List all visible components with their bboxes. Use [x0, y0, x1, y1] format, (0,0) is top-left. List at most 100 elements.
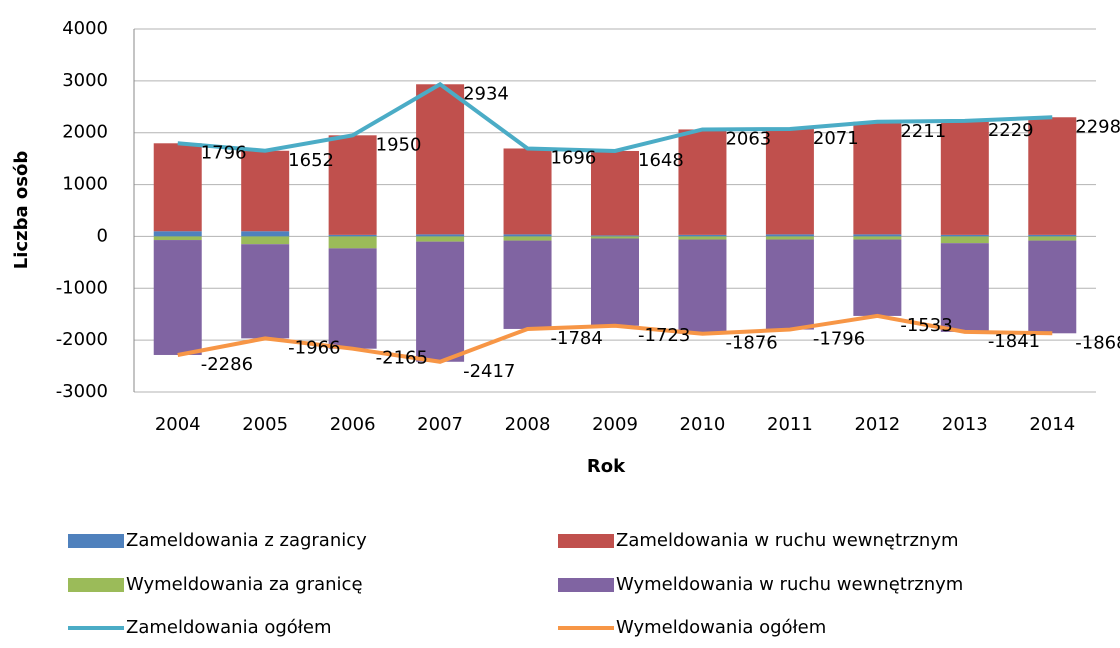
data-label: 1652	[288, 150, 334, 171]
bar	[853, 121, 902, 235]
bar	[328, 236, 377, 249]
bar	[503, 148, 552, 235]
bar	[241, 236, 290, 245]
bar	[153, 231, 202, 237]
y-tick-label: -1000	[56, 277, 108, 298]
legend-label: Wymeldowania w ruchu wewnętrznym	[616, 574, 963, 595]
data-label: -1796	[813, 329, 865, 350]
legend-swatch	[68, 534, 124, 548]
bar	[1028, 234, 1077, 237]
bar	[241, 150, 290, 232]
y-tick-label: 3000	[62, 70, 108, 91]
bar	[853, 239, 902, 316]
bar	[591, 150, 639, 236]
bar	[1028, 236, 1077, 241]
x-tick-label: 2010	[680, 414, 726, 435]
y-tick-label: 0	[97, 225, 108, 246]
x-tick-label: 2007	[417, 414, 463, 435]
data-label: 1648	[638, 150, 684, 171]
data-label: -1533	[900, 315, 952, 336]
legend-swatch	[558, 534, 614, 548]
bar	[503, 240, 552, 329]
bar	[153, 240, 202, 355]
legend-swatch	[68, 578, 124, 592]
x-tick-label: 2012	[854, 414, 900, 435]
legend-label: Zameldowania w ruchu wewnętrznym	[616, 530, 959, 551]
bar	[416, 241, 465, 362]
data-label: 2071	[813, 128, 859, 149]
data-label: 2063	[725, 128, 771, 149]
bar	[153, 236, 202, 241]
data-label: -2286	[201, 354, 253, 375]
x-tick-label: 2006	[330, 414, 376, 435]
bar	[765, 129, 814, 235]
x-tick-label: 2008	[505, 414, 551, 435]
data-label: -1841	[988, 331, 1040, 352]
y-tick-label: -2000	[56, 329, 108, 350]
bar	[678, 129, 727, 235]
bar	[765, 239, 814, 330]
bar	[591, 235, 639, 237]
bar	[591, 238, 639, 326]
bar	[678, 234, 727, 237]
bar	[416, 236, 465, 242]
legend-label: Zameldowania ogółem	[126, 617, 332, 638]
data-label: -1868	[1075, 332, 1120, 353]
legend-label: Wymeldowania ogółem	[616, 617, 826, 638]
bar	[765, 234, 814, 237]
data-label: -1784	[551, 328, 603, 349]
bar	[940, 243, 989, 332]
x-tick-label: 2011	[767, 414, 813, 435]
data-label: 2211	[900, 121, 946, 142]
bar	[241, 231, 290, 237]
bar	[1028, 117, 1077, 235]
bar	[678, 236, 727, 240]
bar	[328, 135, 377, 235]
bar	[503, 236, 552, 241]
bar	[678, 239, 727, 334]
y-tick-label: 4000	[62, 18, 108, 39]
y-axis-label: Liczba osób	[11, 151, 32, 270]
data-label: 2934	[463, 83, 509, 104]
data-label: -1966	[288, 337, 340, 358]
x-tick-label: 2013	[942, 414, 988, 435]
data-label: 1950	[376, 134, 422, 155]
bar	[591, 236, 639, 239]
bar	[503, 234, 552, 237]
bar	[328, 234, 377, 237]
data-label: 2229	[988, 120, 1034, 141]
data-label: -2165	[376, 348, 428, 369]
x-tick-label: 2009	[592, 414, 638, 435]
bar	[940, 120, 989, 235]
line	[177, 81, 1053, 153]
data-label: 1796	[201, 142, 247, 163]
x-tick-label: 2004	[155, 414, 201, 435]
data-label: -1876	[725, 333, 777, 354]
x-axis-label: Rok	[587, 456, 626, 477]
bar	[940, 236, 989, 244]
y-tick-label: 1000	[62, 174, 108, 195]
data-label: -1723	[638, 325, 690, 346]
bar	[416, 84, 465, 235]
data-label: 2298	[1075, 116, 1120, 137]
x-tick-label: 2005	[242, 414, 288, 435]
bar	[1028, 240, 1077, 334]
bar	[241, 244, 290, 339]
legend-label: Zameldowania z zagranicy	[126, 530, 367, 551]
bar	[328, 248, 377, 349]
x-tick-label: 2014	[1029, 414, 1075, 435]
line	[177, 313, 1053, 364]
bar	[765, 236, 814, 240]
y-tick-label: -3000	[56, 381, 108, 402]
data-label: 1696	[551, 147, 597, 168]
legend-label: Wymeldowania za granicę	[126, 574, 363, 595]
bar	[853, 236, 902, 240]
data-label: -2417	[463, 361, 515, 382]
bar	[153, 143, 202, 232]
bar	[416, 234, 465, 237]
y-tick-label: 2000	[62, 122, 108, 143]
bar	[940, 234, 989, 237]
bar	[853, 234, 902, 237]
legend-swatch	[558, 578, 614, 592]
